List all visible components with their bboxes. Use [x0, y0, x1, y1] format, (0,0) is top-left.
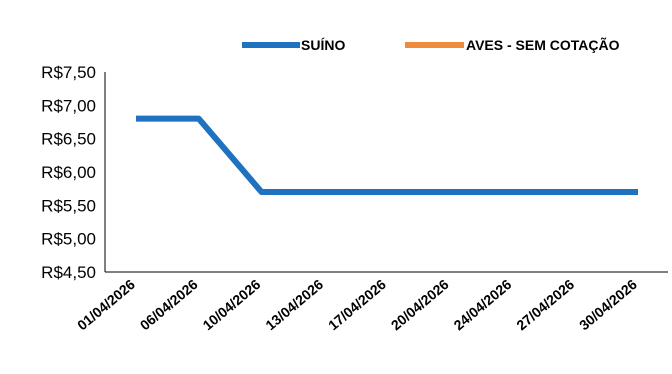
legend: SUÍNO AVES - SEM COTAÇÃO [242, 36, 620, 53]
x-tick-label: 17/04/2026 [325, 276, 389, 333]
x-tick-label: 13/04/2026 [262, 276, 326, 333]
y-tick-label: R$6,50 [41, 130, 96, 149]
y-tick-label: R$7,00 [41, 96, 96, 115]
legend-label: AVES - SEM COTAÇÃO [466, 36, 620, 53]
x-tick-label: 06/04/2026 [137, 276, 201, 333]
y-tick-label: R$6,00 [41, 163, 96, 182]
x-axis: 01/04/202606/04/202610/04/202613/04/2026… [74, 271, 668, 333]
y-tick-label: R$5,50 [41, 196, 96, 215]
x-tick-label: 20/04/2026 [388, 276, 452, 333]
x-tick-label: 10/04/2026 [199, 276, 263, 333]
legend-label: SUÍNO [301, 37, 345, 53]
series-layer [135, 115, 639, 195]
y-tick-label: R$5,00 [41, 230, 96, 249]
series-line-0 [136, 115, 638, 195]
x-tick-label: 24/04/2026 [450, 276, 514, 333]
y-tick-label: R$7,50 [41, 63, 96, 82]
y-tick-label: R$4,50 [41, 263, 96, 282]
y-axis: R$7,50 R$7,00 R$6,50 R$6,00 R$5,50 R$5,00 R$4,… [41, 63, 106, 282]
x-tick-label: 01/04/2026 [74, 276, 138, 333]
x-tick-label: 27/04/2026 [513, 276, 577, 333]
x-tick-label: 30/04/2026 [576, 276, 640, 333]
